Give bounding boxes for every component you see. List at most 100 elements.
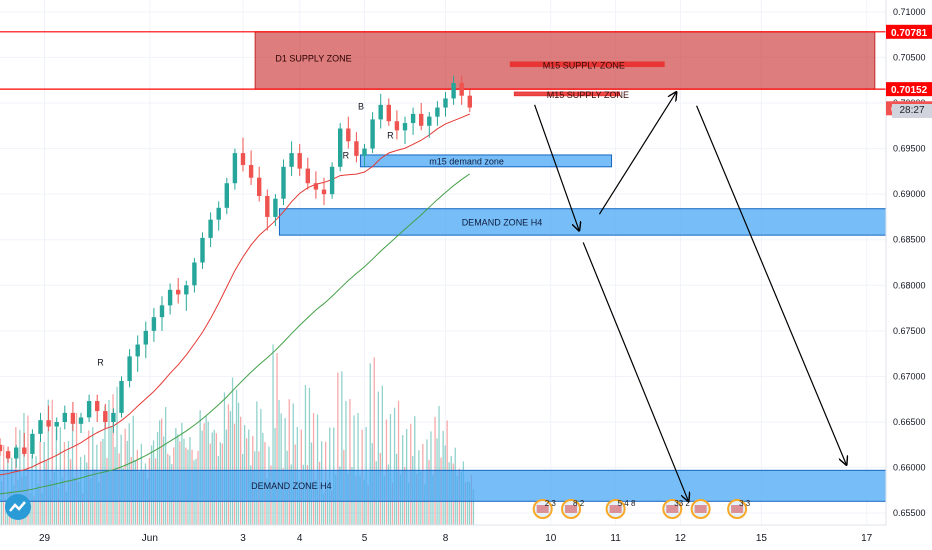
candle-body: [313, 183, 319, 190]
moving-averages: [0, 113, 471, 495]
candle-body: [95, 401, 100, 412]
volume-bar: [308, 387, 311, 525]
flag-stripes-icon: [565, 505, 578, 513]
volume-bar: [229, 411, 232, 525]
x-tick-label: 3: [240, 533, 246, 544]
volume-bar: [381, 385, 383, 525]
volume-bar: [51, 399, 53, 525]
candle-body: [46, 420, 51, 427]
candle-body: [443, 98, 448, 108]
candle-body: [103, 411, 108, 423]
x-tick-label: 29: [39, 533, 51, 544]
volume-bar: [369, 363, 371, 525]
event-count: 2 3: [545, 499, 557, 508]
volume-bar: [199, 410, 201, 525]
y-tick-label: 0.67000: [893, 371, 926, 381]
volume-bar: [146, 479, 149, 525]
x-tick-label: 11: [610, 533, 621, 544]
candle-body: [127, 356, 132, 381]
x-tick-label: 12: [675, 533, 687, 544]
candle-body: [321, 189, 327, 195]
candle-body: [224, 183, 229, 208]
price-tag-label: 0.70781: [891, 28, 928, 39]
volume-bar: [464, 482, 466, 525]
candle-body: [30, 433, 35, 454]
candle-body: [370, 119, 375, 149]
candle-body: [435, 107, 440, 117]
volume-bar: [316, 414, 319, 525]
volume-bar: [288, 399, 290, 525]
volume-bar: [75, 413, 78, 525]
tradingview-logo-icon: [5, 494, 31, 520]
flag-stripes-icon: [694, 505, 707, 513]
candle-body: [86, 401, 92, 418]
flag-stripes-icon: [666, 505, 679, 513]
volume-bar: [357, 413, 359, 525]
candle-body: [410, 113, 416, 124]
volume-bar: [108, 399, 110, 525]
zone-box: [359, 154, 613, 168]
zone-box: [513, 91, 621, 97]
y-axis: 0.710000.705000.700000.695000.690000.685…: [885, 0, 932, 525]
event-count: 8 2: [573, 499, 585, 508]
candle-body: [265, 195, 270, 217]
trend-arrow: [534, 104, 580, 231]
arrows: [534, 92, 847, 501]
zone-label: D1 SUPPLY ZONE: [275, 53, 351, 63]
annotation-label: R: [343, 151, 350, 161]
volume-bar: [165, 406, 167, 525]
volume-bar: [280, 413, 282, 525]
y-tick-label: 0.65500: [893, 508, 926, 518]
zone-label: M15 SUPPLY ZONE: [543, 61, 625, 71]
price-tag-label: 0.70152: [891, 85, 928, 96]
zone-label: M15 SUPPLY ZONE: [547, 90, 629, 100]
candle-body: [192, 262, 197, 286]
zone-box: [254, 31, 876, 90]
candle-body: [38, 420, 43, 434]
event-badges: 2 3 8 2 5 4 8 33 2 3 3: [532, 499, 751, 519]
volume-bar: [276, 353, 278, 525]
volume-bar: [323, 493, 325, 525]
ma-green-line: [0, 173, 471, 495]
price-tag: [886, 24, 932, 39]
y-tick-label: 0.68000: [893, 280, 926, 290]
candle-countdown: 28:27: [892, 104, 932, 118]
candle-body: [184, 285, 189, 295]
candle-body: [119, 380, 124, 413]
candle-body: [281, 166, 286, 199]
candle-body: [167, 289, 173, 306]
volume-bar: [65, 491, 68, 525]
price-lines: [0, 31, 886, 90]
volume-bar: [1, 481, 3, 525]
candle-body: [459, 82, 464, 96]
candle-body: [289, 153, 294, 167]
volume-bar: [256, 401, 258, 525]
candle-body: [427, 116, 432, 126]
y-tick-label: 0.69500: [893, 144, 926, 154]
y-tick-label: 0.66000: [893, 463, 926, 473]
candle-body: [143, 330, 148, 345]
volume-bar: [341, 371, 343, 525]
volume-bar: [466, 481, 469, 525]
annotation-label: R: [97, 357, 104, 367]
x-tick-label: 4: [297, 533, 303, 544]
candle-body: [419, 113, 424, 126]
volume-bar: [104, 405, 106, 525]
candle-body: [362, 148, 367, 156]
volume-bar: [367, 485, 369, 525]
zone-box: [0, 469, 896, 502]
candle-body: [297, 153, 302, 169]
candle-body: [135, 344, 140, 357]
volume-bar: [331, 490, 333, 525]
volume-bar: [472, 489, 475, 525]
candle-body: [14, 447, 19, 459]
y-axis-bg: [886, 0, 932, 525]
volume-bar: [327, 479, 329, 525]
volume-bar: [278, 400, 280, 525]
volume-bar: [438, 406, 440, 525]
y-tick-label: 0.69000: [893, 189, 926, 199]
volume-bar: [82, 493, 84, 525]
event-count: 3 3: [739, 499, 751, 508]
annotation-label: R: [387, 131, 394, 141]
